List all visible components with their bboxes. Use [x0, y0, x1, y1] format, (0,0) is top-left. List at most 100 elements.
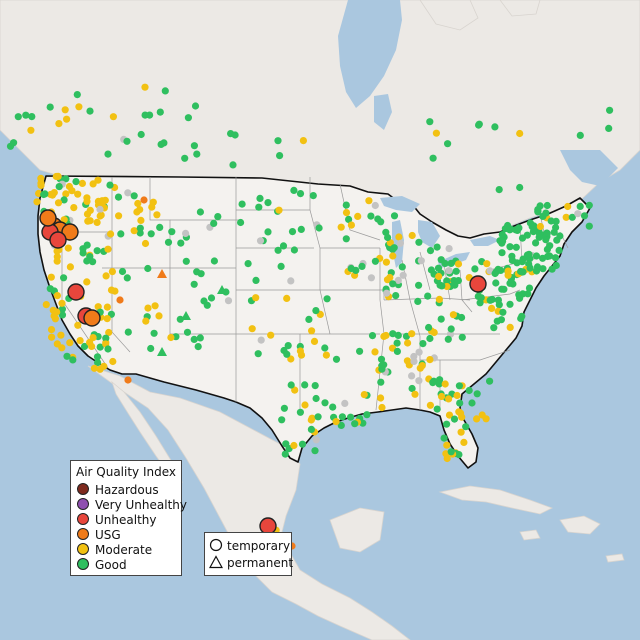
station-marker	[94, 358, 102, 367]
station-marker	[345, 215, 353, 223]
arctic-islands	[419, 0, 541, 31]
station-marker	[264, 228, 272, 236]
station-marker	[555, 246, 563, 254]
circle-icon	[77, 498, 89, 510]
legend-item-temporary: temporary	[209, 538, 290, 554]
station-marker	[408, 231, 416, 240]
cuba	[438, 485, 554, 515]
station-marker	[123, 274, 131, 282]
station-marker	[408, 372, 416, 380]
station-marker	[539, 265, 547, 273]
station-marker	[147, 230, 155, 238]
station-marker	[140, 196, 148, 204]
station-marker	[287, 381, 295, 389]
station-marker	[276, 152, 284, 160]
station-marker	[539, 254, 547, 262]
station-marker	[378, 403, 386, 412]
station-marker	[564, 202, 572, 211]
station-marker	[48, 333, 56, 341]
station-marker	[193, 150, 201, 158]
station-marker	[141, 239, 150, 248]
station-marker	[535, 230, 544, 238]
station-marker	[539, 212, 547, 220]
station-marker	[414, 297, 422, 305]
station-marker	[93, 218, 101, 226]
station-marker	[322, 351, 330, 359]
station-marker-permanent	[217, 285, 227, 294]
legend-label: Moderate	[95, 543, 153, 557]
station-marker	[389, 330, 397, 338]
station-marker	[155, 312, 163, 320]
station-marker	[55, 120, 63, 128]
station-marker	[66, 339, 74, 347]
station-marker	[580, 212, 589, 220]
station-marker	[452, 267, 460, 275]
station-marker	[288, 228, 297, 236]
legend-item-permanent: permanent	[209, 555, 293, 571]
station-marker	[315, 224, 323, 232]
station-marker	[86, 253, 94, 261]
gulf-st-lawrence	[560, 150, 618, 186]
station-marker	[475, 121, 483, 129]
station-marker	[102, 334, 110, 342]
station-marker	[360, 391, 368, 399]
station-marker	[244, 260, 252, 268]
station-marker	[64, 244, 72, 252]
station-marker	[576, 131, 584, 139]
station-marker	[516, 294, 524, 302]
station-marker	[497, 266, 505, 274]
station-marker	[150, 329, 158, 337]
station-marker	[283, 350, 291, 358]
station-marker	[149, 198, 157, 206]
station-marker	[443, 420, 451, 428]
station-marker	[429, 154, 437, 162]
station-marker	[157, 140, 165, 148]
station-marker	[54, 199, 63, 207]
station-marker	[321, 344, 329, 352]
station-marker	[606, 106, 614, 114]
station-marker	[191, 102, 200, 110]
station-marker	[445, 411, 454, 419]
station-marker	[506, 243, 514, 251]
station-marker	[426, 334, 434, 343]
station-marker	[144, 264, 152, 273]
station-marker	[337, 223, 345, 231]
station-marker	[338, 413, 346, 421]
station-marker	[287, 355, 295, 363]
station-marker	[444, 335, 452, 343]
station-marker	[415, 377, 423, 385]
station-marker	[237, 218, 245, 227]
station-marker	[536, 222, 545, 231]
station-marker	[483, 260, 491, 268]
station-marker	[47, 326, 56, 334]
legend-label: Hazardous	[95, 483, 159, 497]
station-marker	[478, 411, 486, 419]
station-marker	[506, 300, 514, 308]
circle-icon	[209, 538, 223, 552]
legend-title: Air Quality Index	[75, 465, 177, 479]
station-marker	[526, 219, 535, 227]
legend-label: permanent	[227, 556, 294, 570]
station-marker	[456, 399, 464, 407]
station-marker	[441, 259, 449, 268]
station-marker	[55, 183, 63, 191]
station-marker	[382, 258, 390, 266]
station-marker	[417, 257, 425, 265]
station-marker	[443, 277, 451, 285]
station-marker	[108, 268, 116, 276]
station-marker	[394, 276, 402, 284]
station-marker	[307, 425, 315, 433]
station-marker	[430, 328, 438, 337]
station-marker	[377, 378, 385, 386]
station-marker	[433, 405, 441, 413]
station-marker	[418, 362, 426, 370]
station-marker	[299, 137, 307, 145]
station-marker	[576, 202, 584, 210]
station-marker	[457, 428, 465, 436]
station-marker	[390, 212, 399, 220]
station-marker	[435, 295, 443, 303]
station-marker	[438, 392, 446, 401]
station-marker	[61, 223, 79, 241]
circle-icon	[77, 483, 89, 495]
